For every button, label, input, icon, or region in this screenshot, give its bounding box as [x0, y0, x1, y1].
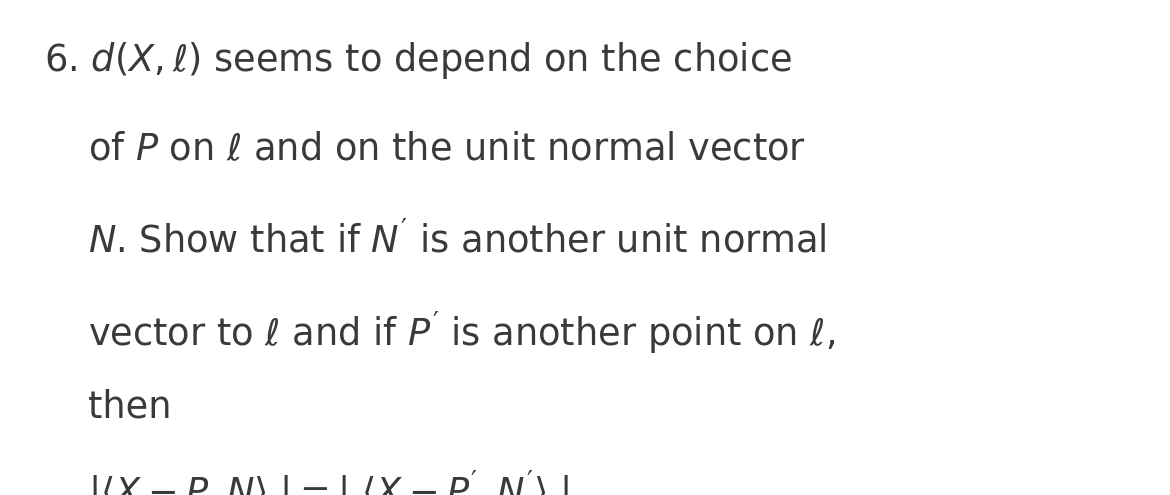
Text: $N$. Show that if $N'$ is another unit normal: $N$. Show that if $N'$ is another unit n…: [88, 220, 826, 260]
Text: 6. $d(X, \ell)$ seems to depend on the choice: 6. $d(X, \ell)$ seems to depend on the c…: [44, 40, 792, 81]
Text: then: then: [88, 389, 171, 426]
Text: $| \langle X - P, N \rangle\ | = |\ \langle X - P', N' \rangle\ |$: $| \langle X - P, N \rangle\ | = |\ \lan…: [88, 468, 570, 495]
Text: of $P$ on $\ell$ and on the unit normal vector: of $P$ on $\ell$ and on the unit normal …: [88, 131, 806, 168]
Text: vector to $\ell$ and if $P'$ is another point on $\ell$,: vector to $\ell$ and if $P'$ is another …: [88, 309, 835, 357]
